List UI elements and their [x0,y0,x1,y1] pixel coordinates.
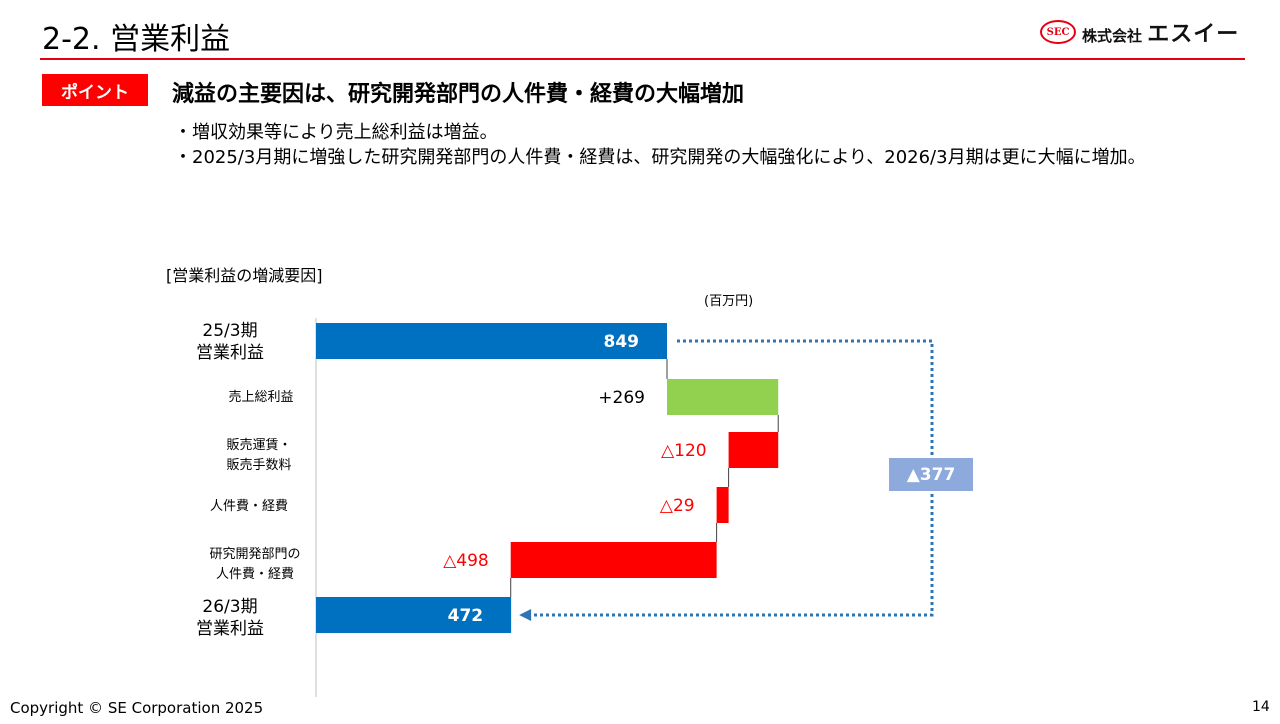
waterfall-bar [667,379,779,415]
category-label-end: 26/3期 営業利益 [160,596,300,640]
category-label-line: 26/3期 [202,597,258,617]
sec-logo-mark: SEC [1040,20,1076,44]
bullet-item: 2025/3月期に増強した研究開発部門の人件費・経費は、研究開発の大幅強化により… [174,145,1236,170]
point-badge: ポイント [42,74,148,106]
company-logo: SEC 株式会社 エスイー [1040,14,1239,50]
category-label-line: 営業利益 [196,343,264,363]
category-label-line: 研究開発部門の [209,547,301,562]
category-label-line: 25/3期 [202,321,258,341]
point-headline: 減益の主要因は、研究開発部門の人件費・経費の大幅増加 [172,82,745,107]
data-label: △29 [660,496,695,516]
waterfall-bar [716,487,729,523]
category-label-line: 販売手数料 [226,458,292,473]
logo-company-type: 株式会社 [1082,27,1143,45]
category-label-gross-profit: 売上総利益 [228,390,294,405]
slide-title: 2-2. 営業利益 [42,22,231,57]
data-label: 849 [604,332,640,352]
bullet-item: 増収効果等により売上総利益は増益。 [174,120,1236,145]
category-label-line: 販売運賃・ [226,438,292,453]
bullet-list: 増収効果等により売上総利益は増益。 2025/3月期に増強した研究開発部門の人件… [174,120,1236,170]
category-label-line: 人件費・経費 [215,567,294,582]
title-divider [40,58,1245,60]
category-label-personnel: 人件費・経費 [209,499,288,514]
logo-company-name: 株式会社 エスイー [1082,16,1239,48]
net-change-label: ▲377 [907,465,956,485]
data-label: △120 [661,441,707,461]
category-label-line: 営業利益 [196,619,264,639]
net-change-arrowhead [519,609,532,621]
category-label-rd-personnel: 研究開発部門の 人件費・経費 [180,545,330,585]
logo-company-brand: エスイー [1147,22,1240,47]
chart-caption: [営業利益の増減要因] [166,266,323,285]
unit-label: (百万円) [704,294,754,309]
data-label: +269 [598,388,645,408]
footer-copyright: Copyright © SE Corporation 2025 [10,699,264,717]
net-change-box [889,458,973,491]
data-label: △498 [443,551,489,571]
waterfall-bar [316,597,512,633]
waterfall-bar [316,323,667,359]
page-number: 14 [1252,699,1270,715]
category-label-shipping-commission: 販売運賃・ 販売手数料 [184,436,334,476]
waterfall-bar [510,542,717,578]
category-label-start: 25/3期 営業利益 [160,320,300,364]
waterfall-bar [728,432,779,468]
data-label: 472 [448,606,484,626]
